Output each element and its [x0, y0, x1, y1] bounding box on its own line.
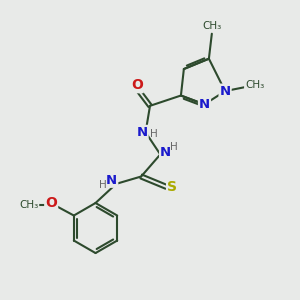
Text: H: H — [99, 180, 107, 190]
Text: S: S — [167, 180, 177, 194]
Text: N: N — [106, 174, 117, 187]
Text: H: H — [170, 142, 177, 152]
Text: CH₃: CH₃ — [20, 200, 39, 210]
Text: N: N — [199, 98, 210, 111]
Text: N: N — [220, 85, 231, 98]
Text: N: N — [136, 126, 148, 139]
Text: H: H — [150, 129, 158, 139]
Text: CH₃: CH₃ — [245, 80, 264, 90]
Text: O: O — [131, 78, 143, 92]
Text: O: O — [45, 196, 57, 210]
Text: N: N — [160, 146, 171, 159]
Text: CH₃: CH₃ — [203, 21, 222, 31]
